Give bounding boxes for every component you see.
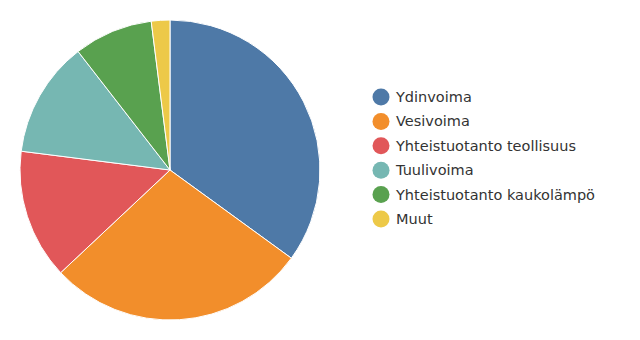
legend-swatch [373,137,390,154]
legend-label: Muut [396,211,433,227]
legend-swatch [373,89,390,106]
pie-slice [20,151,170,272]
chart: Ydinvoima Vesivoima Yhteistuotanto teollis… [0,0,640,340]
pie [20,20,320,320]
pie-slice [151,20,170,170]
legend-swatch [373,113,390,130]
legend-swatch [373,186,390,203]
legend-label: Yhteistuotanto kaukolämpö [395,187,595,203]
legend-label: Yhteistuotanto teollisuus [395,138,576,154]
legend-label: Tuulivoima [395,162,474,178]
legend-label: Ydinvoima [395,89,472,105]
legend: Ydinvoima Vesivoima Yhteistuotanto teollis… [373,89,596,228]
legend-swatch [373,211,390,228]
legend-swatch [373,162,390,179]
legend-label: Vesivoima [396,113,470,129]
